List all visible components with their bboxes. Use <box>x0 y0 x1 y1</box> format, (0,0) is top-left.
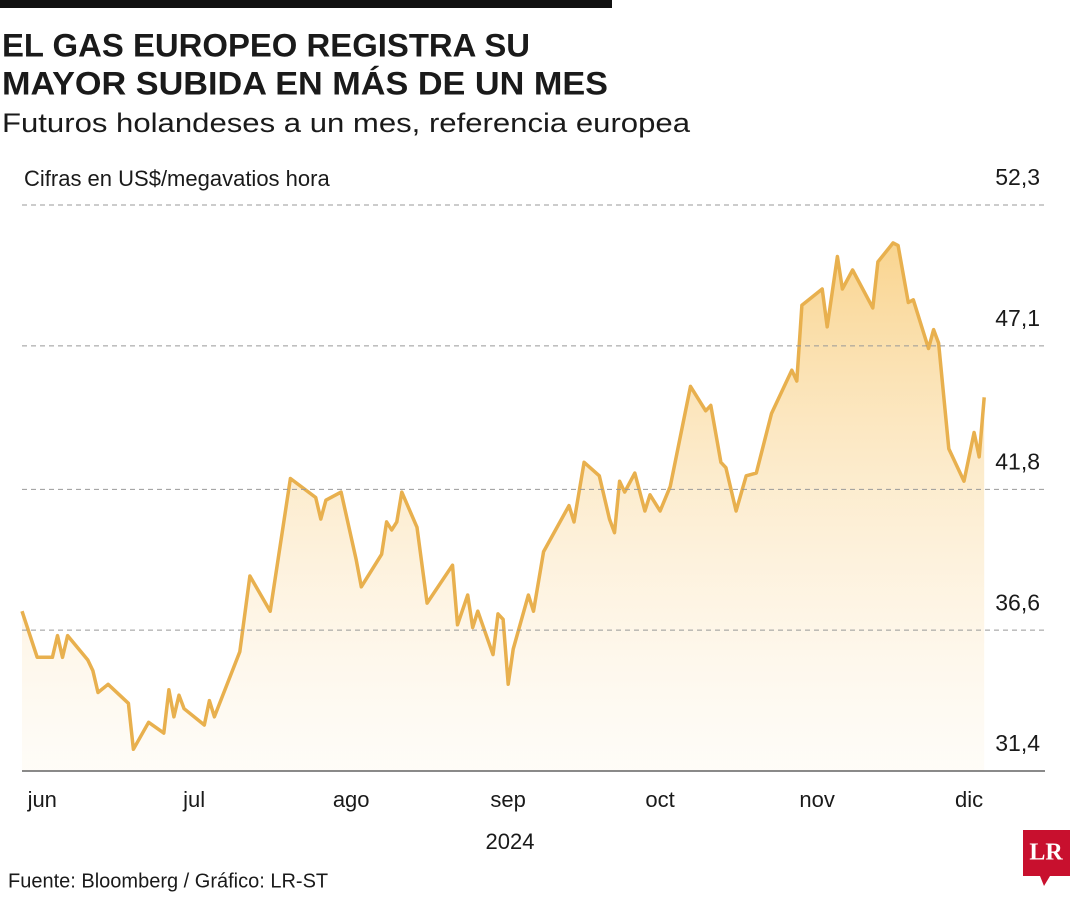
x-tick-label: nov <box>799 787 834 812</box>
y-tick-label: 47,1 <box>995 305 1040 331</box>
y-tick-label: 36,6 <box>995 589 1040 615</box>
area-fill <box>22 242 985 771</box>
y-tick-label: 31,4 <box>995 730 1040 756</box>
x-tick-label: jul <box>182 787 205 812</box>
x-tick-label: jun <box>27 787 57 812</box>
y-tick-label: 41,8 <box>995 448 1040 474</box>
x-tick-label: oct <box>645 787 674 812</box>
top-bar <box>0 0 612 8</box>
x-tick-label: dic <box>955 787 983 812</box>
logo-text: LR <box>1029 840 1063 866</box>
chart-subtitle: Futuros holandeses a un mes, referencia … <box>2 108 691 138</box>
line <box>20 241 986 752</box>
chart-title: MAYOR SUBIDA EN MÁS DE UN MES <box>2 65 608 101</box>
y-axis-label: Cifras en US$/megavatios hora <box>24 166 330 191</box>
logo: LR <box>1023 830 1070 886</box>
x-tick-label: sep <box>490 787 525 812</box>
source: Fuente: Bloomberg / Gráfico: LR-ST <box>8 870 328 892</box>
y-tick-label: 52,3 <box>995 164 1040 190</box>
x-axis-label: 2024 <box>486 829 535 854</box>
chart-title: EL GAS EUROPEO REGISTRA SU <box>2 27 530 63</box>
x-tick-label: ago <box>333 787 370 812</box>
logo-box <box>1023 830 1070 876</box>
logo-tail <box>1040 876 1050 886</box>
